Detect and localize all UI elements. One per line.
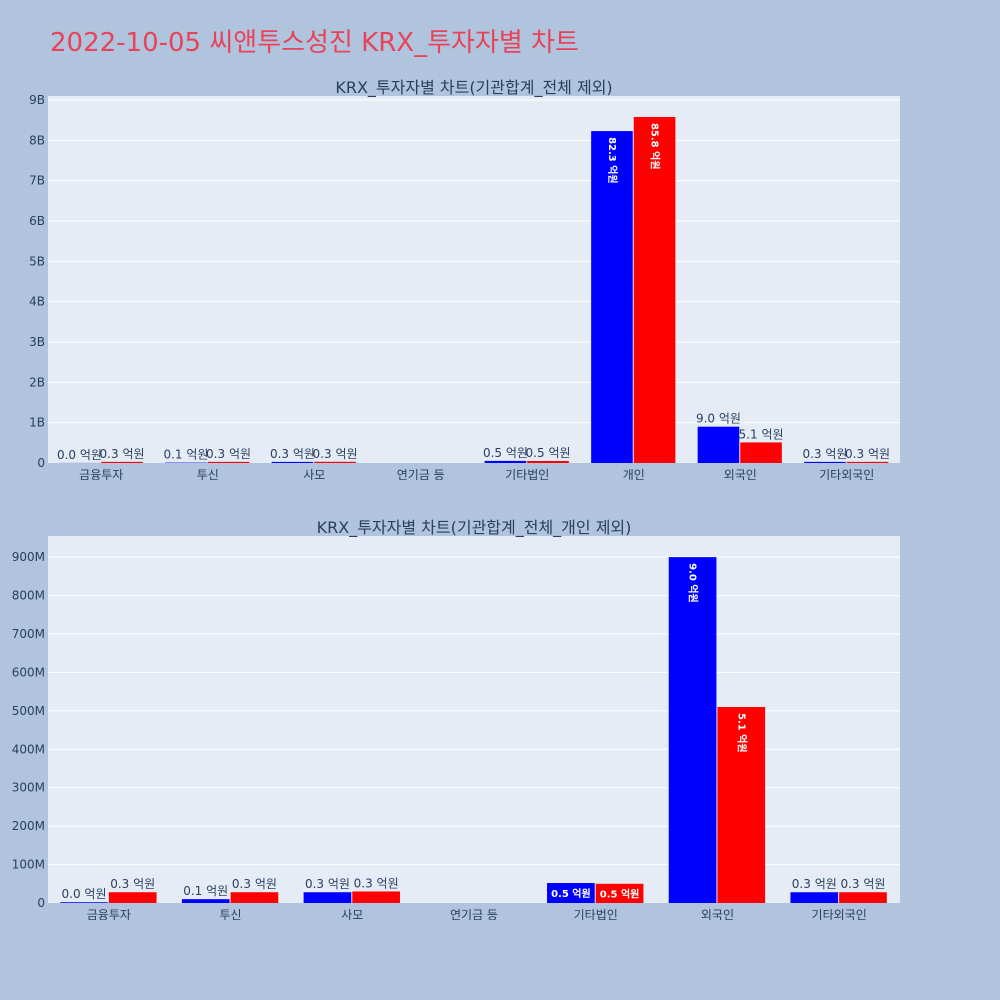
sell-bar	[527, 460, 569, 463]
sell-bar	[352, 891, 400, 903]
data-label: 0.3 억원	[840, 877, 885, 891]
buy-bar	[271, 461, 314, 463]
buy-bar	[790, 892, 839, 903]
x-tick-label: 개인	[623, 468, 645, 480]
buy-bar	[668, 557, 717, 903]
data-label: 0.0 억원	[57, 448, 102, 462]
x-tick-label: 사모	[341, 908, 363, 920]
data-label: 5.1 억원	[735, 713, 748, 753]
x-tick-label: 기타외국인	[812, 908, 867, 920]
chart-title: KRX_투자자별 차트(기관합계_전체_개인 제외)	[317, 518, 632, 538]
x-tick-label: 연기금 등	[450, 908, 498, 920]
data-label: 0.3 억원	[100, 447, 145, 461]
y-tick-label: 600M	[12, 665, 45, 679]
y-tick-label: 8B	[29, 133, 45, 147]
sell-bar	[314, 461, 356, 463]
buy-bar	[547, 883, 595, 903]
y-tick-label: 300M	[12, 781, 45, 795]
y-tick-label: 0	[37, 896, 45, 910]
y-tick-label: 400M	[12, 742, 45, 756]
x-tick-label: 금융투자	[87, 908, 131, 920]
sell-bar	[839, 892, 887, 903]
sell-bar	[108, 892, 157, 903]
sell-bar	[101, 461, 143, 463]
buy-bar	[591, 131, 633, 463]
sell-bar	[846, 461, 889, 463]
y-tick-label: 9B	[29, 93, 45, 107]
data-label: 0.0 억원	[62, 887, 107, 901]
x-tick-label: 기타법인	[505, 468, 549, 480]
data-label: 0.3 억원	[354, 876, 399, 890]
sell-bar	[595, 883, 644, 903]
data-label: 85.8 억원	[649, 123, 662, 170]
sell-bar	[207, 461, 250, 463]
buy-bar	[303, 892, 352, 903]
y-tick-label: 7B	[29, 174, 45, 188]
data-label: 0.5 억원	[600, 887, 640, 900]
data-label: 5.1 억원	[739, 427, 784, 441]
buy-bar	[60, 902, 108, 903]
x-tick-label: 연기금 등	[397, 468, 445, 480]
data-label: 9.0 억원	[696, 412, 741, 426]
y-tick-label: 500M	[12, 704, 45, 718]
investor-chart-all: KRX_투자자별 차트(기관합계_전체 제외) 0 1B 2B 3B 4B 5B 6B 7B 8B…	[29, 78, 900, 480]
data-label: 0.3 억원	[305, 877, 350, 891]
x-tick-label: 사모	[303, 468, 325, 480]
data-label: 82.3 억원	[606, 137, 619, 184]
y-tick-label: 4B	[29, 295, 45, 309]
x-tick-label: 기타법인	[574, 908, 618, 920]
y-tick-label: 1B	[29, 416, 45, 430]
x-tick-label: 투신	[220, 908, 242, 920]
sell-bar	[633, 116, 676, 463]
x-tick-label: 외국인	[701, 908, 734, 920]
y-tick-label: 0	[37, 456, 45, 470]
data-label: 0.3 억원	[792, 877, 837, 891]
page-title: 2022-10-05 씨앤투스성진 KRX_투자자별 차트	[50, 28, 579, 58]
data-label: 0.3 억원	[232, 877, 277, 891]
buy-bar	[804, 461, 846, 463]
data-label: 0.1 억원	[163, 448, 208, 462]
plot-area	[48, 96, 900, 463]
buy-bar	[484, 460, 527, 463]
y-tick-label: 2B	[29, 375, 45, 389]
y-tick-label: 5B	[29, 254, 45, 268]
x-tick-label: 기타외국인	[819, 468, 874, 480]
y-tick-label: 900M	[12, 550, 45, 564]
data-label: 0.3 억원	[110, 877, 155, 891]
y-tick-label: 700M	[12, 627, 45, 641]
x-tick-label: 금융투자	[79, 468, 123, 480]
data-label: 0.1 억원	[183, 884, 228, 898]
sell-bar	[740, 442, 782, 463]
data-label: 9.0 억원	[687, 563, 700, 603]
y-tick-label: 3B	[29, 335, 45, 349]
data-label: 0.5 억원	[526, 446, 571, 460]
x-tick-label: 투신	[197, 468, 219, 480]
data-label: 0.5 억원	[551, 887, 591, 900]
data-label: 0.3 억원	[313, 447, 358, 461]
sell-bar	[230, 892, 279, 903]
y-tick-label: 200M	[12, 819, 45, 833]
investor-chart-excl-individual: KRX_투자자별 차트(기관합계_전체_개인 제외) 0 100M 200M 300M 4…	[12, 518, 900, 920]
chart-title: KRX_투자자별 차트(기관합계_전체 제외)	[335, 78, 612, 98]
buy-bar	[697, 426, 740, 463]
plot-area	[48, 536, 900, 903]
data-label: 0.5 억원	[483, 446, 528, 460]
data-label: 0.3 억원	[802, 447, 847, 461]
y-tick-label: 800M	[12, 589, 45, 603]
data-label: 0.3 억원	[845, 447, 890, 461]
y-tick-label: 100M	[12, 858, 45, 872]
data-label: 0.3 억원	[206, 447, 251, 461]
sell-bar	[717, 707, 766, 903]
buy-bar	[181, 899, 230, 903]
data-label: 0.3 억원	[270, 447, 315, 461]
y-tick-label: 6B	[29, 214, 45, 228]
x-tick-label: 외국인	[724, 468, 757, 480]
